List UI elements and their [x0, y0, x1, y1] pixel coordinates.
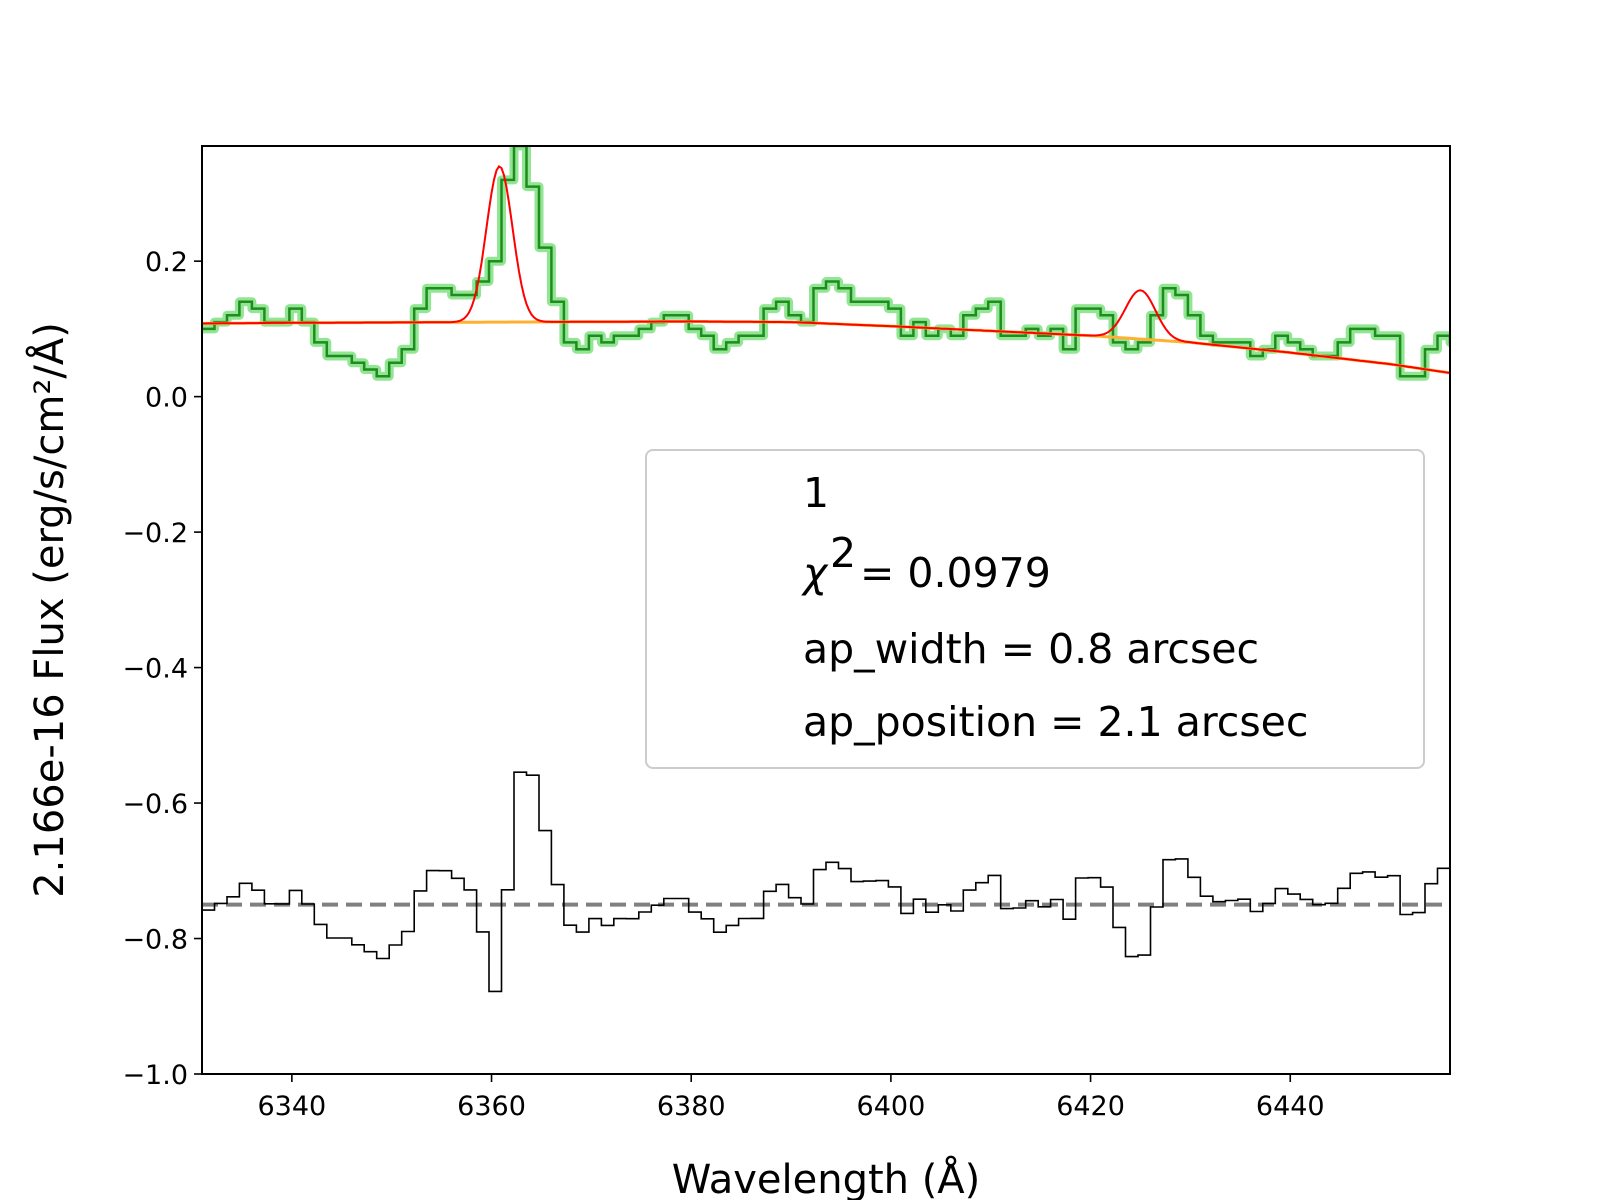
y-tick-label: −0.4 [122, 654, 188, 685]
x-tick-label: 6360 [457, 1091, 526, 1122]
legend-chi2-exponent: 2 [830, 529, 856, 577]
plot-frame [201, 145, 1451, 1075]
legend-chi2-value: = 0.0979 [860, 549, 1051, 597]
legend-chi2-symbol: χ [801, 549, 829, 597]
residual-spectrum-line [202, 771, 1450, 993]
model-fit-line [202, 164, 1450, 374]
x-tick-label: 6420 [1056, 1091, 1125, 1122]
x-tick-label: 6340 [257, 1091, 326, 1122]
plot-series [202, 146, 1450, 993]
x-tick-label: 6440 [1256, 1091, 1325, 1122]
y-axis-ticks: −1.0 −0.8 −0.6 −0.4 −0.2 0.0 0.2 [122, 247, 202, 1091]
flux-spectrum-glow [202, 146, 1450, 381]
legend: 1 χ 2 = 0.0979 ap_width = 0.8 arcsec ap_… [645, 449, 1425, 769]
y-tick-label: −0.2 [122, 518, 188, 549]
legend-ap-position: ap_position = 2.1 arcsec [803, 698, 1308, 746]
x-axis-label: Wavelength (Å) [672, 1155, 981, 1200]
x-tick-label: 6380 [657, 1091, 726, 1122]
y-tick-label: 0.0 [145, 383, 188, 414]
y-axis-label: 2.166e-16 Flux (erg/s/cm²/Å) [25, 322, 73, 898]
flux-spectrum-line [202, 146, 1450, 378]
legend-label: 1 [803, 469, 829, 517]
legend-box [645, 449, 1425, 769]
y-tick-label: −0.8 [122, 925, 188, 956]
y-tick-label: 0.2 [145, 247, 188, 278]
x-tick-label: 6400 [857, 1091, 926, 1122]
legend-ap-width: ap_width = 0.8 arcsec [803, 625, 1259, 673]
x-axis-ticks: 6340 6360 6380 6400 6420 6440 [257, 1074, 1325, 1122]
y-tick-label: −1.0 [122, 1060, 188, 1091]
y-tick-label: −0.6 [122, 789, 188, 820]
